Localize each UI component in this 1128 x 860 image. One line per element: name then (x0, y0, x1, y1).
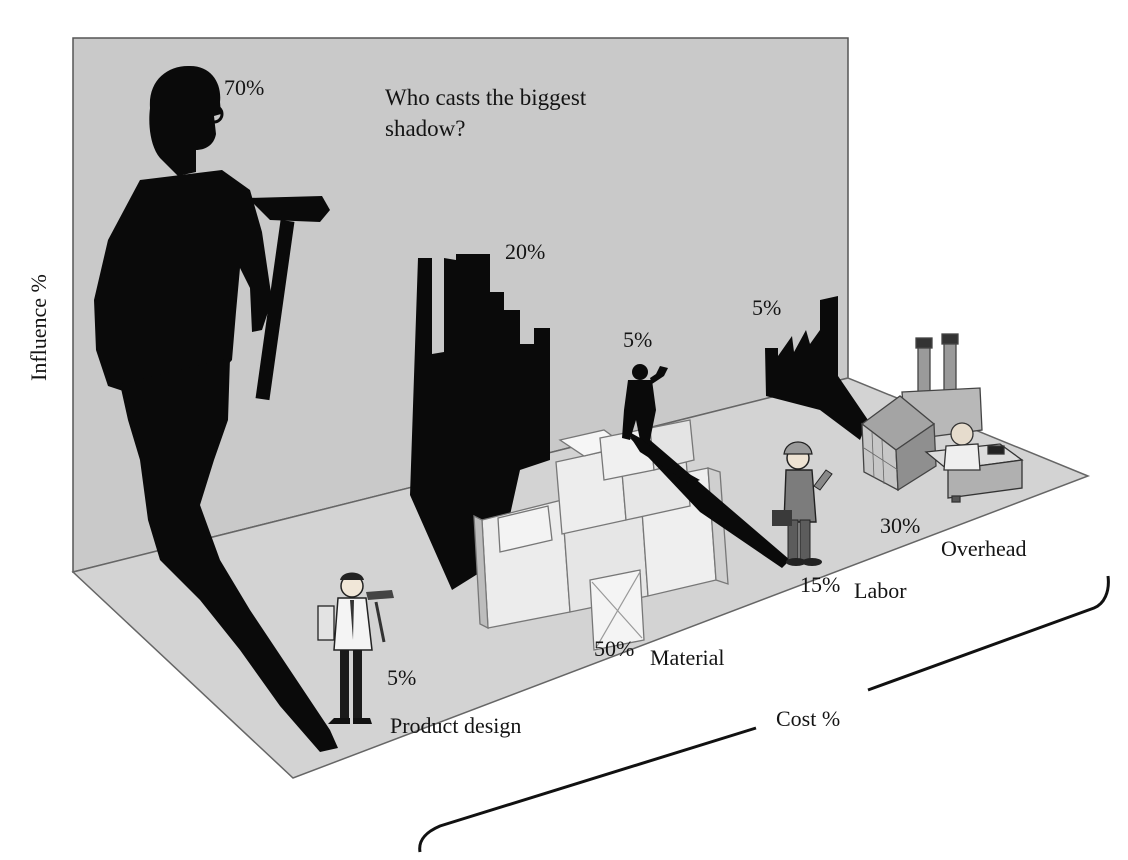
material-label: Material (650, 645, 725, 670)
overhead-label: Overhead (941, 536, 1027, 561)
engineer-shadow (94, 65, 338, 752)
cost-brace-lower (418, 726, 757, 853)
labor-label: Labor (854, 578, 907, 603)
factory-shadow (765, 296, 868, 440)
worker-figure (772, 441, 833, 566)
influence-axis-label: Influence % (26, 274, 51, 381)
overhead-cost-pct: 30% (880, 513, 921, 538)
overhead-influence-pct: 5% (752, 295, 782, 320)
office-desk (924, 422, 1024, 503)
worker-shadow (622, 364, 790, 568)
factory-building (860, 333, 983, 492)
cost-brace (867, 575, 1110, 692)
labor-cost-pct: 15% (800, 572, 841, 597)
material-cost-pct: 50% (594, 636, 635, 661)
product-design-cost-pct: 5% (387, 665, 417, 690)
labor-influence-pct: 5% (623, 327, 653, 352)
product-design-influence-pct: 70% (224, 75, 265, 100)
cost-axis-label: Cost % (776, 706, 841, 731)
material-shadow (410, 254, 550, 590)
product-design-label: Product design (390, 713, 522, 738)
diagram-title: Who casts the biggest shadow? (385, 85, 587, 141)
material-influence-pct: 20% (505, 239, 546, 264)
engineer-figure (317, 572, 394, 724)
